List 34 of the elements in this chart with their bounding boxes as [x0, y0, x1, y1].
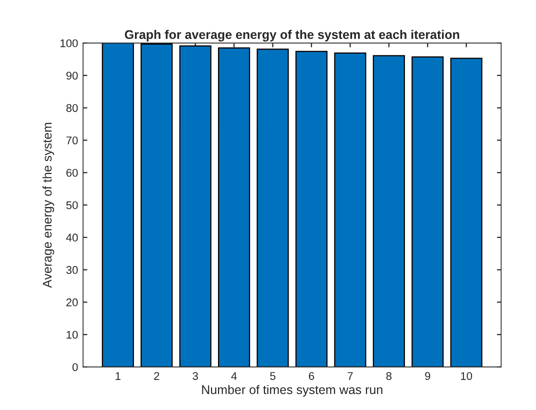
y-tick-label: 90	[66, 72, 78, 80]
bar	[102, 43, 134, 367]
y-tick-label: 10	[66, 330, 78, 339]
x-tick-label: 1	[116, 372, 120, 380]
bar	[412, 56, 444, 367]
x-tick-label: 8	[386, 372, 392, 380]
bar	[140, 43, 173, 367]
bar	[372, 55, 405, 367]
bar	[256, 48, 289, 367]
y-tick-label: 80	[66, 104, 78, 112]
x-tick-label: 6	[308, 372, 314, 380]
y-tick-label: 100	[60, 39, 78, 48]
x-tick-label: 3	[192, 372, 198, 380]
x-axis-title: Number of times system was run	[202, 384, 382, 397]
y-tick-label: 70	[66, 136, 78, 144]
bar	[218, 47, 250, 367]
x-tick-label: 5	[270, 372, 276, 380]
bar	[179, 45, 212, 367]
y-tick-label: 20	[66, 298, 78, 306]
chart-title: Graph for average energy of the system at each iteration	[124, 30, 460, 42]
bar	[450, 58, 482, 367]
bar	[334, 52, 366, 367]
y-tick-label: 40	[66, 234, 78, 242]
x-tick-label: 7	[348, 372, 353, 380]
bar	[295, 50, 328, 367]
x-tick-label: 9	[425, 372, 430, 380]
y-tick-label: 50	[66, 201, 78, 210]
y-tick-label: 60	[66, 168, 78, 177]
x-tick-label: 10	[460, 372, 472, 380]
y-axis-title: Average energy of the system	[42, 122, 54, 288]
x-tick-label: 4	[231, 372, 237, 380]
x-tick-label: 2	[154, 372, 160, 380]
y-tick-label: 30	[66, 266, 78, 274]
y-tick-label: 0	[72, 363, 78, 372]
